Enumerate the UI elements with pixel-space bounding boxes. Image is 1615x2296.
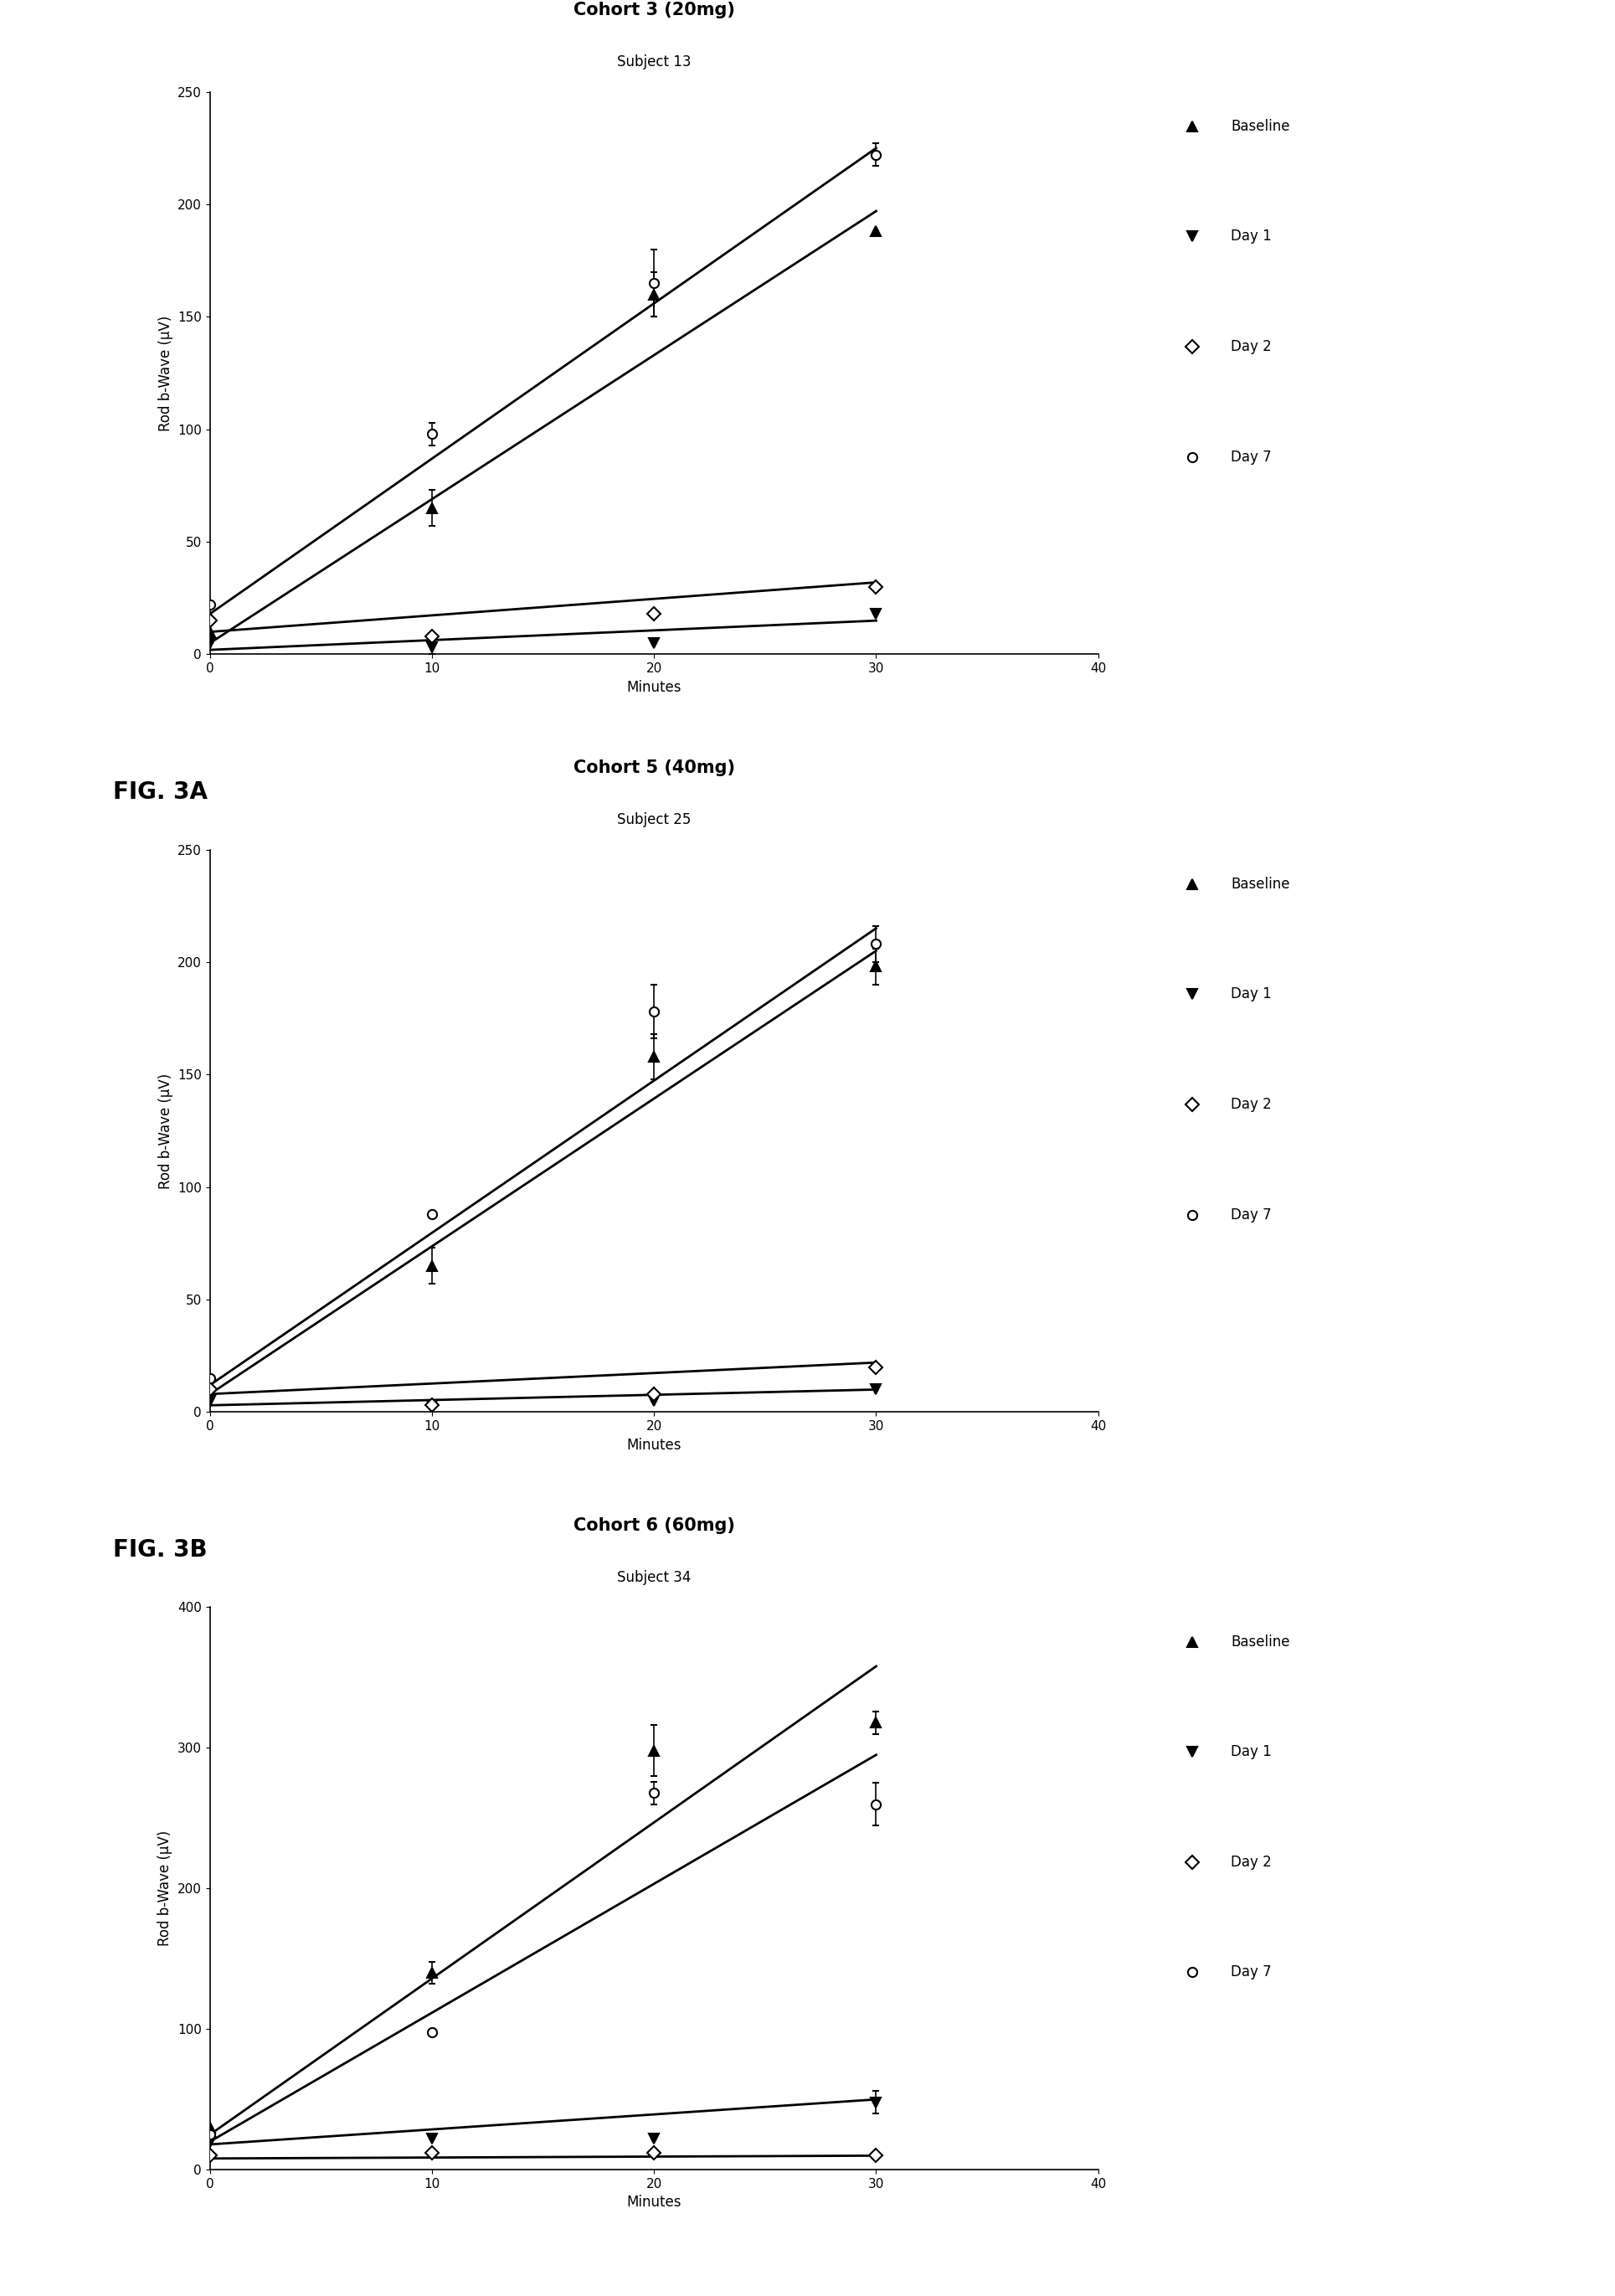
Text: FIG. 3A: FIG. 3A [113,781,208,804]
Text: Baseline: Baseline [1231,1635,1290,1649]
Text: Cohort 6 (60mg): Cohort 6 (60mg) [573,1518,735,1534]
Text: Cohort 3 (20mg): Cohort 3 (20mg) [573,2,735,18]
Text: Day 1: Day 1 [1231,987,1271,1001]
Text: FIG. 3B: FIG. 3B [113,1538,207,1561]
Text: Subject 13: Subject 13 [617,55,691,69]
Text: Baseline: Baseline [1231,877,1290,891]
Text: Subject 34: Subject 34 [617,1570,691,1584]
Text: Day 1: Day 1 [1231,1745,1271,1759]
X-axis label: Minutes: Minutes [627,2195,682,2211]
Y-axis label: Rod b-Wave (μV): Rod b-Wave (μV) [158,315,173,432]
X-axis label: Minutes: Minutes [627,1437,682,1453]
Text: Day 7: Day 7 [1231,450,1271,464]
Y-axis label: Rod b-Wave (μV): Rod b-Wave (μV) [158,1072,173,1189]
Text: Day 2: Day 2 [1231,340,1271,354]
Y-axis label: Rod b-Wave (μV): Rod b-Wave (μV) [158,1830,173,1947]
Text: Baseline: Baseline [1231,119,1290,133]
X-axis label: Minutes: Minutes [627,680,682,696]
Text: Day 7: Day 7 [1231,1208,1271,1221]
Text: Day 2: Day 2 [1231,1097,1271,1111]
Text: Day 1: Day 1 [1231,230,1271,243]
Text: Subject 25: Subject 25 [617,813,691,827]
Text: Cohort 5 (40mg): Cohort 5 (40mg) [573,760,735,776]
Text: Day 2: Day 2 [1231,1855,1271,1869]
Text: Day 7: Day 7 [1231,1965,1271,1979]
